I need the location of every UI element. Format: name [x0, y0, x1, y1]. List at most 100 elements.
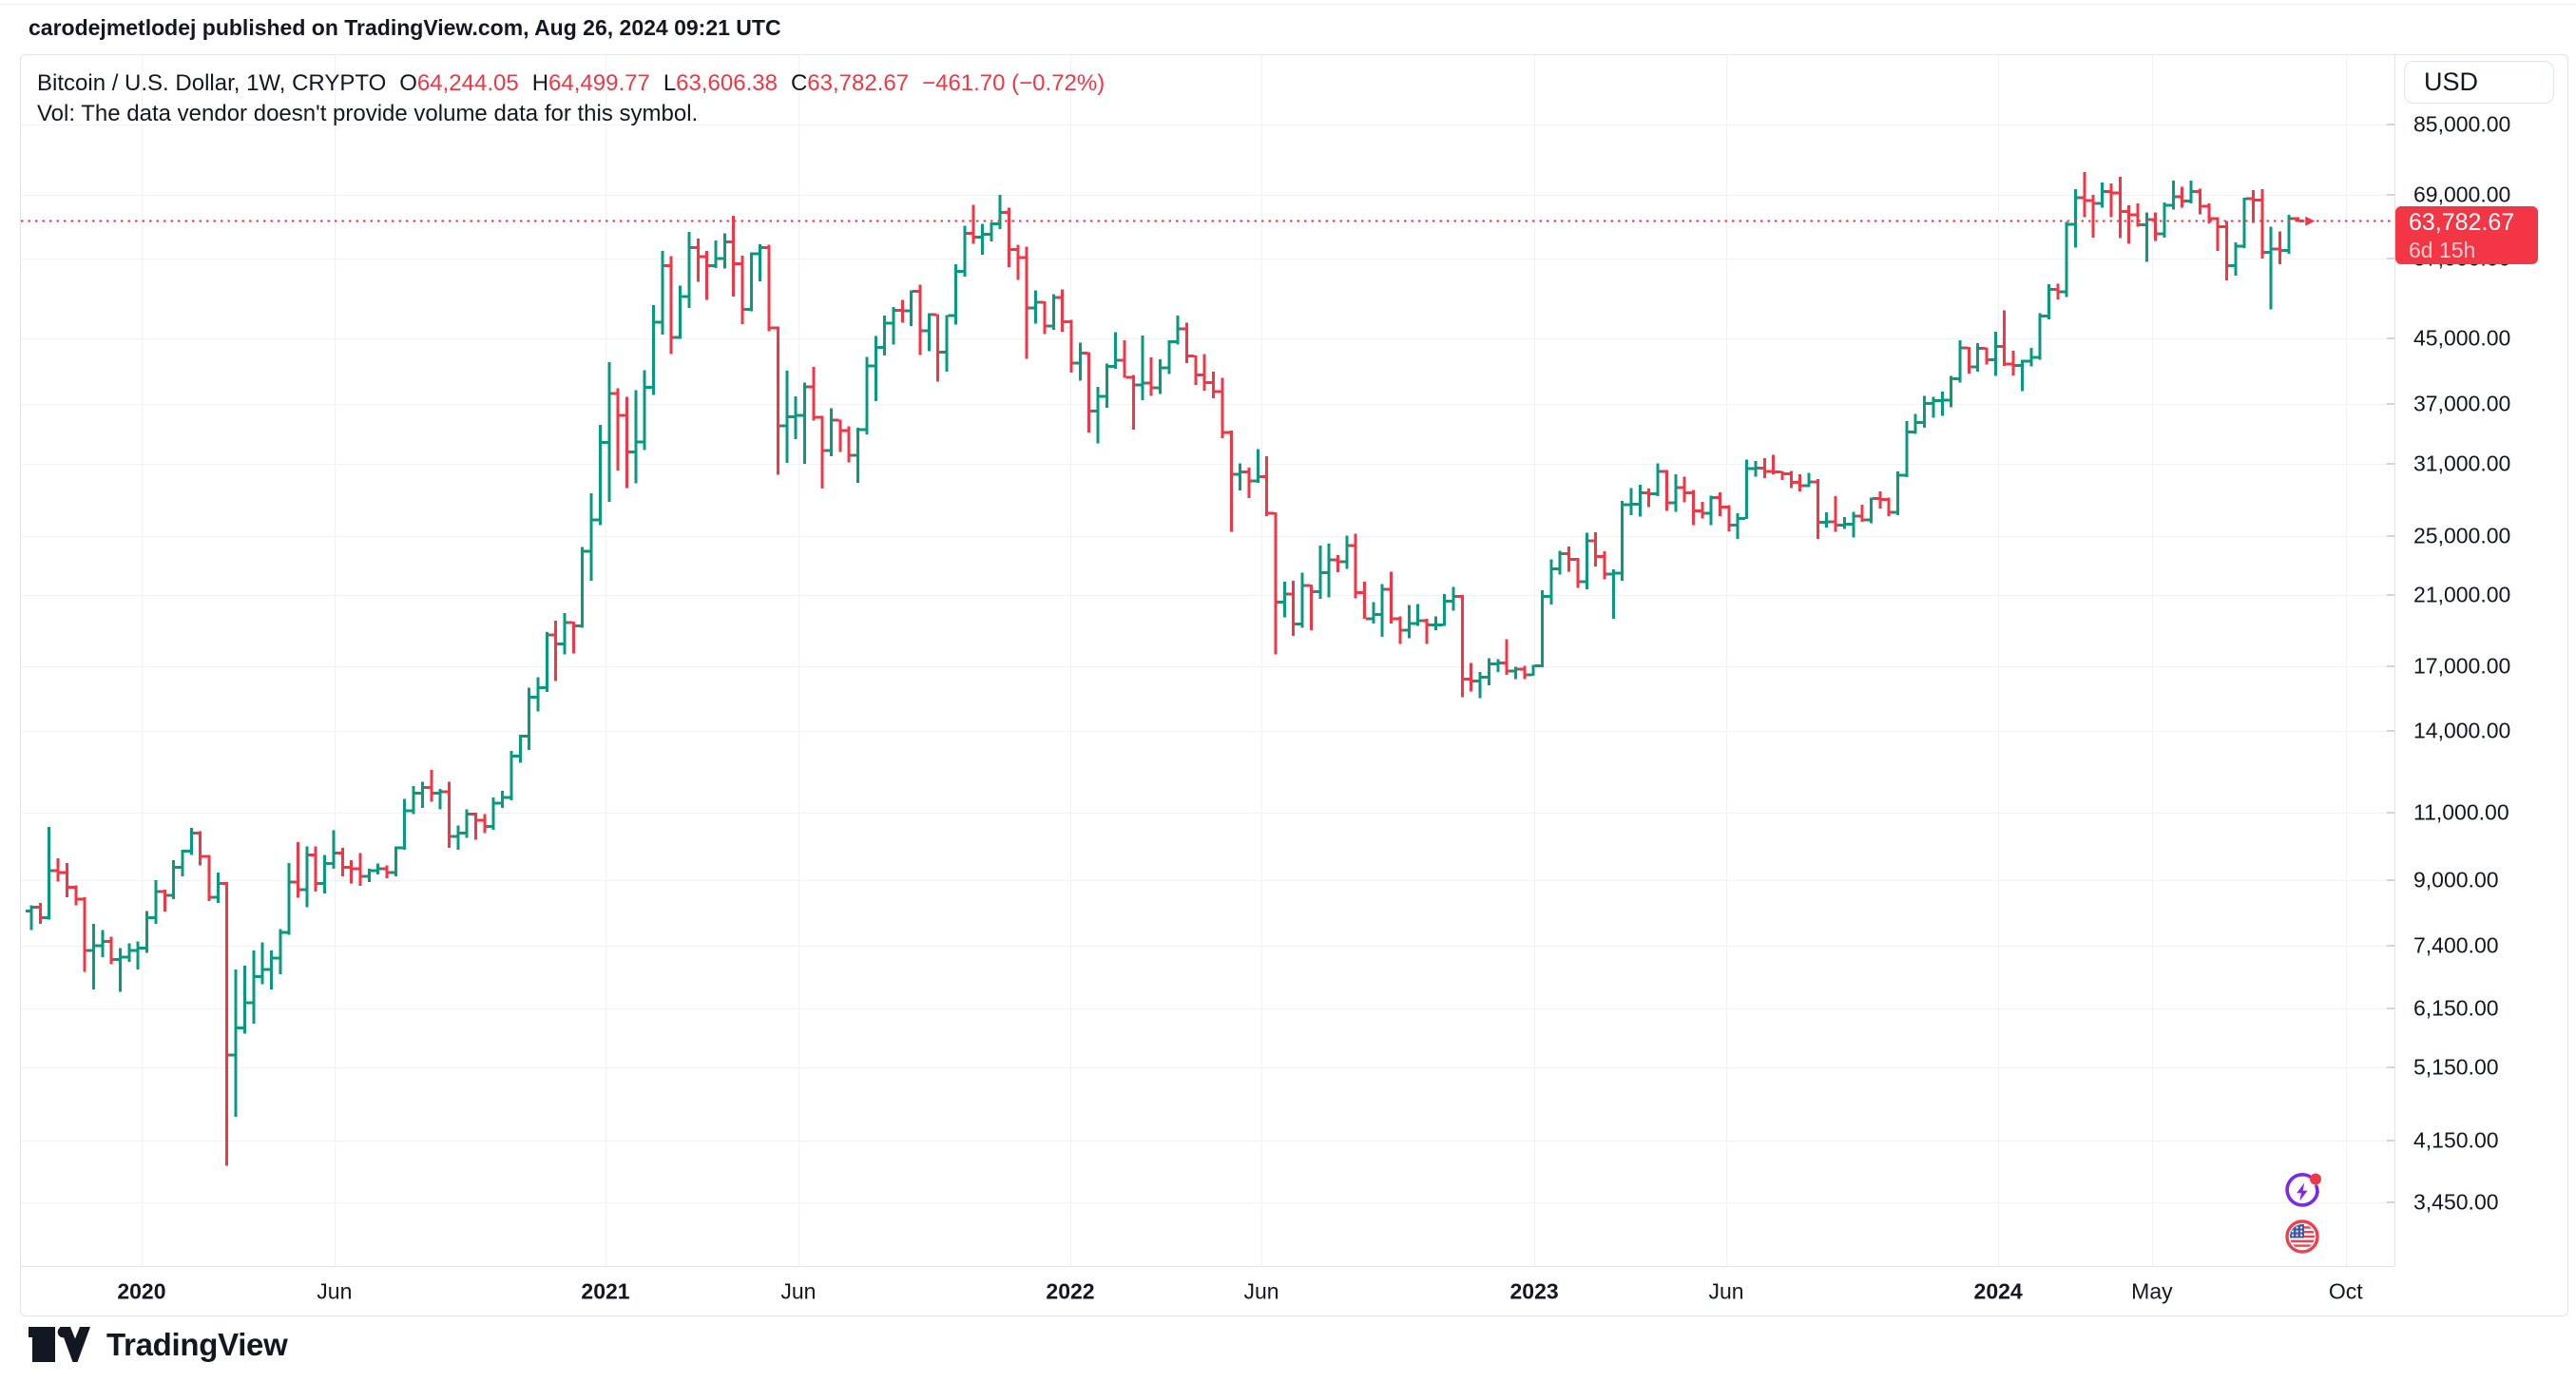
- ohlc-bar[interactable]: [843, 426, 855, 463]
- ohlc-bar[interactable]: [1536, 589, 1548, 668]
- ohlc-bar[interactable]: [194, 831, 206, 866]
- ohlc-bar[interactable]: [647, 305, 660, 395]
- ohlc-bar[interactable]: [639, 370, 651, 451]
- ohlc-bar[interactable]: [2123, 205, 2135, 244]
- ohlc-bar[interactable]: [2078, 172, 2090, 218]
- ohlc-bar[interactable]: [1421, 619, 1432, 644]
- price-scale[interactable]: USD 85,000.0069,000.0057,000.0045,000.00…: [2387, 55, 2568, 1266]
- ohlc-bar[interactable]: [257, 942, 269, 985]
- ohlc-bar[interactable]: [1430, 616, 1442, 631]
- ohlc-bar[interactable]: [43, 826, 55, 920]
- ohlc-bar[interactable]: [941, 314, 952, 373]
- ohlc-bar[interactable]: [1589, 532, 1602, 567]
- ohlc-bar[interactable]: [1127, 374, 1140, 431]
- ohlc-bar[interactable]: [514, 735, 527, 763]
- ohlc-bar[interactable]: [1403, 605, 1415, 639]
- ohlc-bar[interactable]: [576, 547, 588, 628]
- ohlc-bar[interactable]: [2159, 202, 2170, 238]
- ohlc-bar[interactable]: [1323, 544, 1336, 598]
- ohlc-bar[interactable]: [69, 885, 82, 906]
- ohlc-bar[interactable]: [719, 233, 731, 269]
- ohlc-bar[interactable]: [1367, 602, 1379, 624]
- currency-unit-button[interactable]: USD: [2404, 61, 2554, 104]
- ohlc-bar[interactable]: [26, 905, 37, 931]
- ohlc-bar[interactable]: [79, 896, 91, 972]
- ohlc-bar[interactable]: [1216, 377, 1228, 439]
- ohlc-bar[interactable]: [1056, 289, 1068, 333]
- ohlc-bar[interactable]: [1759, 457, 1771, 479]
- ohlc-bar[interactable]: [914, 284, 926, 355]
- ohlc-bar[interactable]: [2256, 189, 2268, 259]
- ohlc-bar[interactable]: [1243, 468, 1255, 499]
- ohlc-bar[interactable]: [825, 408, 837, 457]
- ohlc-bar[interactable]: [1021, 246, 1033, 359]
- ohlc-bar[interactable]: [2034, 313, 2047, 360]
- ohlc-bar[interactable]: [754, 244, 766, 282]
- ohlc-bar[interactable]: [727, 215, 740, 298]
- ohlc-bar[interactable]: [682, 231, 695, 308]
- ohlc-bar[interactable]: [159, 889, 171, 912]
- ohlc-bar[interactable]: [336, 848, 349, 876]
- ohlc-bar[interactable]: [1998, 310, 2010, 366]
- ohlc-bar[interactable]: [61, 863, 73, 897]
- ohlc-bar[interactable]: [416, 781, 429, 808]
- ohlc-bar[interactable]: [2131, 202, 2143, 227]
- ohlc-bar[interactable]: [96, 930, 108, 958]
- ohlc-bar[interactable]: [2202, 202, 2215, 224]
- ohlc-bar[interactable]: [692, 239, 704, 282]
- ohlc-bar[interactable]: [1892, 471, 1904, 516]
- ohlc-bar[interactable]: [1803, 472, 1815, 488]
- ohlc-bar[interactable]: [221, 881, 233, 1166]
- ohlc-bar[interactable]: [1571, 557, 1584, 588]
- ohlc-bar[interactable]: [905, 290, 917, 326]
- ohlc-bar[interactable]: [603, 362, 615, 502]
- ohlc-bar[interactable]: [2239, 197, 2251, 248]
- ohlc-bar[interactable]: [674, 285, 686, 339]
- ohlc-bar[interactable]: [1332, 554, 1344, 573]
- ohlc-bar[interactable]: [1003, 207, 1015, 267]
- ohlc-bar[interactable]: [1297, 572, 1308, 628]
- ohlc-bar[interactable]: [1199, 354, 1211, 391]
- ohlc-bar[interactable]: [1545, 559, 1557, 605]
- ohlc-bar[interactable]: [2194, 188, 2206, 215]
- ohlc-bar[interactable]: [505, 751, 517, 801]
- ohlc-bar[interactable]: [1918, 395, 1931, 429]
- ohlc-bar[interactable]: [1491, 659, 1504, 673]
- ohlc-bar[interactable]: [265, 950, 278, 989]
- ohlc-bar[interactable]: [398, 798, 411, 850]
- ohlc-bar[interactable]: [452, 825, 464, 850]
- ohlc-bar[interactable]: [745, 252, 758, 312]
- ohlc-bar[interactable]: [247, 950, 260, 1025]
- ohlc-bar[interactable]: [2292, 217, 2304, 223]
- ohlc-bar[interactable]: [1376, 584, 1389, 637]
- ohlc-bar[interactable]: [52, 857, 64, 882]
- ohlc-bar[interactable]: [1652, 463, 1663, 497]
- ohlc-bar[interactable]: [1119, 340, 1130, 379]
- ohlc-bar[interactable]: [1705, 495, 1718, 526]
- ohlc-bar[interactable]: [1669, 474, 1682, 512]
- ohlc-bar[interactable]: [1154, 359, 1166, 394]
- ohlc-bar[interactable]: [1981, 347, 1992, 365]
- ohlc-bar[interactable]: [1011, 244, 1024, 280]
- ohlc-bar[interactable]: [1696, 501, 1708, 519]
- ohlc-bar[interactable]: [408, 785, 420, 815]
- ohlc-bar[interactable]: [318, 854, 331, 893]
- ohlc-bar[interactable]: [834, 418, 846, 452]
- ohlc-bar[interactable]: [701, 250, 713, 300]
- ohlc-bar[interactable]: [1048, 294, 1060, 331]
- ohlc-bar[interactable]: [1438, 594, 1451, 627]
- ohlc-bar[interactable]: [1794, 474, 1806, 492]
- ohlc-bar[interactable]: [1963, 346, 1975, 374]
- ohlc-bar[interactable]: [1687, 489, 1700, 526]
- ohlc-bar[interactable]: [656, 251, 668, 335]
- ohlc-bar[interactable]: [1625, 488, 1637, 516]
- ohlc-bar[interactable]: [1234, 463, 1246, 490]
- ohlc-bar[interactable]: [1785, 470, 1797, 489]
- ohlc-bar[interactable]: [1714, 491, 1726, 516]
- ohlc-bar[interactable]: [390, 846, 402, 876]
- ohlc-bar[interactable]: [1278, 581, 1291, 618]
- tradingview-branding[interactable]: TradingView: [29, 1327, 288, 1363]
- ohlc-bar[interactable]: [2016, 359, 2028, 392]
- ohlc-bar[interactable]: [772, 326, 784, 475]
- ohlc-bar[interactable]: [612, 388, 625, 470]
